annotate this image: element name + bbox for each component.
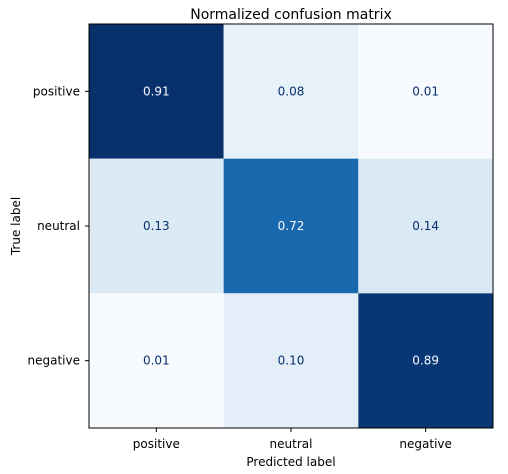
y-tick-label-negative: negative	[28, 354, 80, 368]
cell-value-positive-neutral: 0.08	[278, 84, 305, 98]
heatmap-cell-neutral-negative	[358, 158, 493, 294]
heatmap-cell-neutral-neutral	[223, 158, 359, 294]
x-tick-label-negative: negative	[399, 437, 451, 451]
plot-area: 0.91 0.08 0.01 0.13 0.72 0.14 0.01 0.10 0.89	[88, 23, 494, 429]
heatmap-cell-positive-negative	[358, 24, 493, 159]
y-tick-label-neutral: neutral	[37, 219, 80, 233]
heatmap-cell-negative-neutral	[223, 293, 359, 428]
cell-value-positive-positive: 0.91	[143, 84, 170, 98]
cell-value-positive-negative: 0.01	[412, 84, 439, 98]
cell-value-labels: 0.91 0.08 0.01 0.13 0.72 0.14 0.01 0.10 0.89	[143, 84, 439, 367]
chart-title: Normalized confusion matrix	[190, 7, 392, 23]
heatmap-cell-negative-negative	[358, 293, 493, 428]
heatmap-cell-positive-neutral	[223, 24, 359, 159]
x-axis-label: Predicted label	[246, 455, 335, 469]
cell-value-neutral-positive: 0.13	[143, 219, 170, 233]
cell-value-negative-neutral: 0.10	[278, 354, 305, 368]
cell-value-negative-negative: 0.89	[412, 354, 439, 368]
heatmap-cell-neutral-positive	[89, 158, 224, 294]
x-tick-label-neutral: neutral	[270, 437, 313, 451]
y-tick-label-positive: positive	[33, 84, 80, 98]
cell-value-neutral-negative: 0.14	[412, 219, 439, 233]
x-axis-ticks: positive neutral negative	[133, 428, 452, 451]
y-axis-ticks: positive neutral negative	[28, 84, 89, 368]
y-axis-label: True label	[9, 197, 23, 256]
heatmap-cells	[89, 24, 493, 428]
cell-value-negative-positive: 0.01	[143, 354, 170, 368]
heatmap-cell-positive-positive	[89, 24, 224, 159]
heatmap-cell-negative-positive	[89, 293, 224, 428]
x-tick-label-positive: positive	[133, 437, 180, 451]
cell-value-neutral-neutral: 0.72	[278, 219, 305, 233]
